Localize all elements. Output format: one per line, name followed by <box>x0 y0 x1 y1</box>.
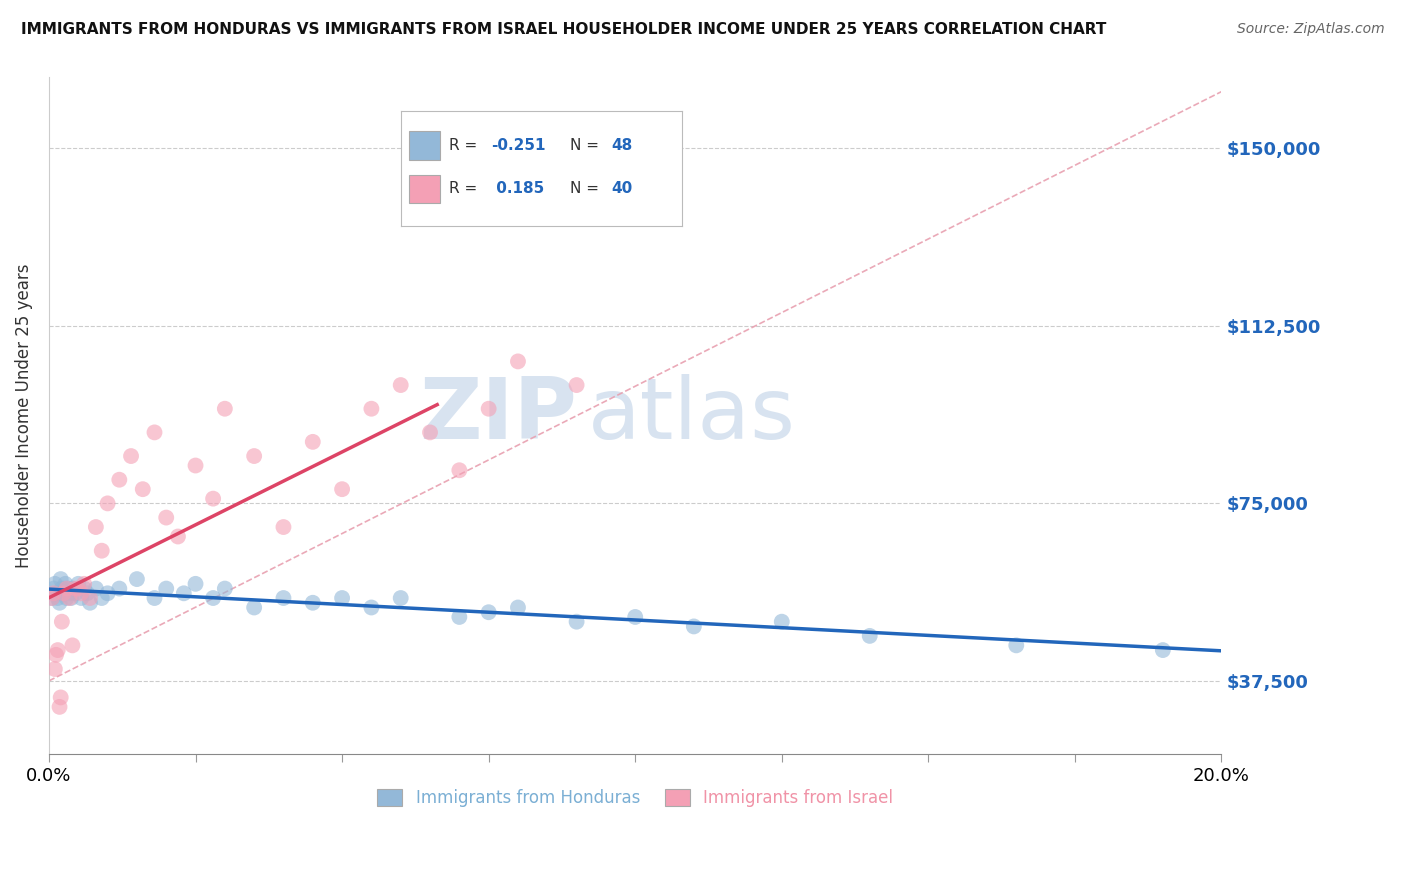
Point <box>76 586 98 600</box>
Point <box>120 449 142 463</box>
Point <box>73 582 96 596</box>
Point <box>97 496 120 510</box>
Point <box>125 572 148 586</box>
Point <box>155 510 177 524</box>
Point <box>565 378 588 392</box>
Point <box>62 638 84 652</box>
Point <box>449 610 471 624</box>
Point <box>173 586 195 600</box>
Point <box>273 520 295 534</box>
Point <box>45 586 67 600</box>
Point <box>51 615 73 629</box>
Point <box>478 401 501 416</box>
Point <box>859 629 882 643</box>
Point <box>97 586 120 600</box>
Point <box>48 699 70 714</box>
Point <box>301 434 323 449</box>
Point <box>46 591 69 605</box>
Point <box>52 586 75 600</box>
Point <box>67 582 90 596</box>
Point <box>243 600 266 615</box>
Point <box>48 596 70 610</box>
Point <box>55 577 77 591</box>
Point <box>62 582 84 596</box>
Legend: Immigrants from Honduras, Immigrants from Israel: Immigrants from Honduras, Immigrants fro… <box>371 782 900 814</box>
Point <box>360 401 382 416</box>
Point <box>65 586 87 600</box>
Point <box>79 591 101 605</box>
Point <box>143 425 166 440</box>
Point <box>330 482 353 496</box>
Point <box>65 582 87 596</box>
Point <box>202 491 225 506</box>
Point <box>1005 638 1028 652</box>
Text: atlas: atlas <box>588 375 796 458</box>
Point <box>506 600 529 615</box>
Point <box>184 577 207 591</box>
Point <box>55 582 77 596</box>
Point <box>132 482 155 496</box>
Text: Source: ZipAtlas.com: Source: ZipAtlas.com <box>1237 22 1385 37</box>
Point <box>90 543 112 558</box>
Point <box>202 591 225 605</box>
Point <box>624 610 647 624</box>
Point <box>389 378 412 392</box>
Point <box>155 582 177 596</box>
Point <box>73 577 96 591</box>
Point <box>45 648 67 662</box>
Point <box>56 582 79 596</box>
Point <box>214 582 236 596</box>
Point <box>84 582 107 596</box>
Y-axis label: Householder Income Under 25 years: Householder Income Under 25 years <box>15 263 32 568</box>
Text: ZIP: ZIP <box>419 375 576 458</box>
Point <box>58 591 80 605</box>
Point <box>419 425 441 440</box>
Point <box>214 401 236 416</box>
Point <box>41 591 63 605</box>
Point <box>243 449 266 463</box>
Point <box>273 591 295 605</box>
Point <box>108 473 131 487</box>
Point <box>49 690 72 705</box>
Point <box>770 615 793 629</box>
Point <box>330 591 353 605</box>
Point <box>143 591 166 605</box>
Point <box>60 591 83 605</box>
Point <box>41 591 63 605</box>
Point <box>79 596 101 610</box>
Point <box>51 582 73 596</box>
Point <box>84 520 107 534</box>
Point <box>58 586 80 600</box>
Point <box>506 354 529 368</box>
Point <box>42 582 65 596</box>
Point <box>108 582 131 596</box>
Point <box>70 586 93 600</box>
Point <box>167 529 190 543</box>
Point <box>184 458 207 473</box>
Point <box>360 600 382 615</box>
Point <box>565 615 588 629</box>
Point <box>90 591 112 605</box>
Point <box>52 586 75 600</box>
Point <box>44 662 66 676</box>
Point <box>46 643 69 657</box>
Point <box>70 591 93 605</box>
Point <box>67 577 90 591</box>
Point <box>389 591 412 605</box>
Point <box>42 586 65 600</box>
Point <box>49 572 72 586</box>
Text: IMMIGRANTS FROM HONDURAS VS IMMIGRANTS FROM ISRAEL HOUSEHOLDER INCOME UNDER 25 Y: IMMIGRANTS FROM HONDURAS VS IMMIGRANTS F… <box>21 22 1107 37</box>
Point <box>55 591 77 605</box>
Point <box>1152 643 1174 657</box>
Point <box>301 596 323 610</box>
Point <box>449 463 471 477</box>
Point <box>682 619 704 633</box>
Point <box>478 605 501 619</box>
Point <box>44 577 66 591</box>
